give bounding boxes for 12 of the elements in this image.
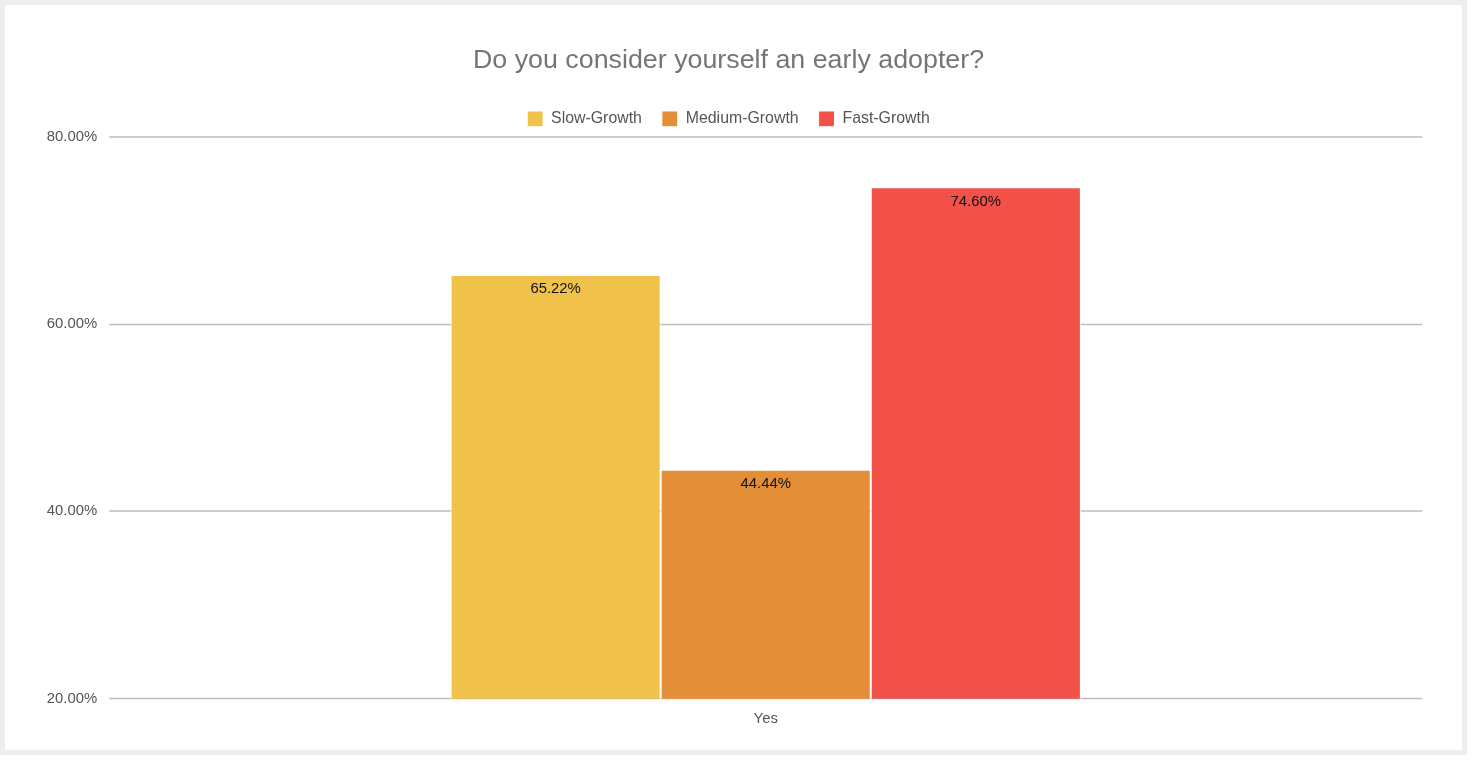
data-label: 65.22% bbox=[530, 280, 581, 297]
data-label: 44.44% bbox=[740, 475, 791, 492]
y-tick-label: 60.00% bbox=[46, 315, 98, 332]
data-label: 74.60% bbox=[950, 192, 1002, 209]
legend-label: Medium-Growth bbox=[685, 109, 799, 127]
y-tick-label: 40.00% bbox=[46, 502, 98, 519]
chart-title: Do you consider yourself an early adopter? bbox=[472, 43, 985, 74]
y-tick-label: 80.00% bbox=[46, 127, 98, 144]
legend-label: Fast-Growth bbox=[842, 109, 930, 127]
y-tick-label: 20.00% bbox=[46, 689, 98, 706]
legend-label: Slow-Growth bbox=[551, 109, 642, 127]
x-tick-label: Yes bbox=[753, 709, 778, 726]
